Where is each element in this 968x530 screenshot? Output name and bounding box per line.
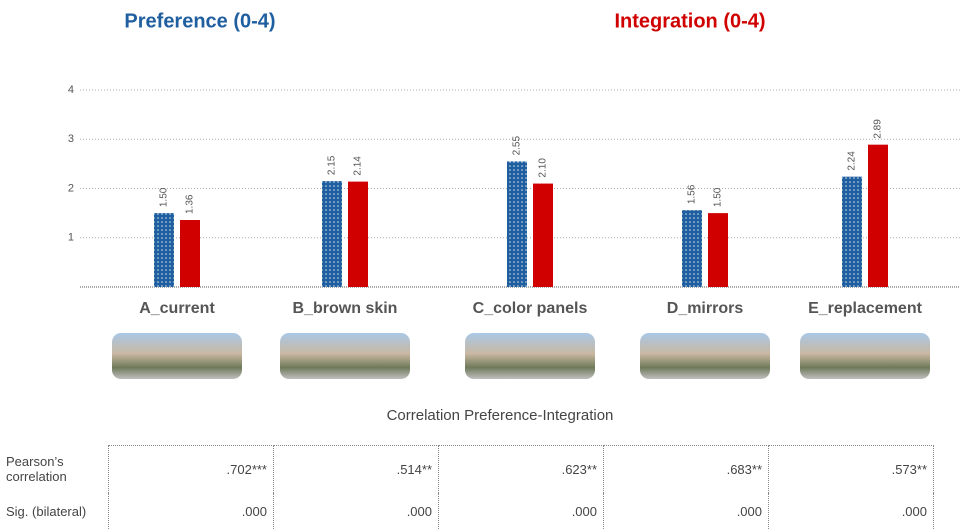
bar [868, 145, 888, 287]
legend-title: Integration (0-4) [614, 10, 765, 32]
bar [322, 181, 342, 287]
correlation-table: Pearson’s correlation.702***.514**.623**… [0, 445, 934, 529]
value-label: 2.24 [847, 151, 858, 171]
row-label: Pearson’s correlation [0, 446, 109, 494]
page: Correlation Preference-Integration Prefe… [0, 0, 968, 530]
value-label: 2.14 [353, 156, 364, 176]
table-cell: .000 [274, 493, 439, 529]
thumbnail [800, 333, 930, 379]
value-label: 1.50 [713, 187, 724, 207]
thumbnail [640, 333, 770, 379]
bar [348, 182, 368, 287]
x-tick-label: D_mirrors [667, 300, 744, 317]
table-cell: .702*** [109, 446, 274, 494]
value-label: 1.50 [159, 187, 170, 207]
table-row: Pearson’s correlation.702***.514**.623**… [0, 446, 934, 494]
bar [708, 213, 728, 287]
table-cell: .623** [439, 446, 604, 494]
value-label: 1.56 [687, 184, 698, 204]
bar [507, 161, 527, 287]
table-title: Correlation Preference-Integration [387, 407, 614, 424]
x-tick-label: B_brown skin [293, 300, 398, 317]
value-label: 2.15 [327, 155, 338, 175]
thumbnail [465, 333, 595, 379]
bar [842, 177, 862, 287]
table-cell: .000 [109, 493, 274, 529]
table-cell: .000 [604, 493, 769, 529]
thumbnail [112, 333, 242, 379]
bar [533, 184, 553, 287]
table-row: Sig. (bilateral).000.000.000.000.000 [0, 493, 934, 529]
x-tick-label: A_current [139, 300, 215, 317]
y-tick-label: 4 [68, 84, 74, 96]
table-cell: .573** [769, 446, 934, 494]
value-label: 2.89 [873, 119, 884, 139]
y-tick-label: 1 [68, 232, 74, 244]
y-tick-label: 3 [68, 133, 74, 145]
chart: Correlation Preference-Integration Prefe… [0, 0, 968, 440]
legend-title: Preference (0-4) [124, 10, 275, 32]
table-cell: .000 [439, 493, 604, 529]
thumbnail [280, 333, 410, 379]
bar [180, 220, 200, 287]
x-tick-label: E_replacement [808, 300, 923, 317]
bar [154, 213, 174, 287]
value-label: 1.36 [185, 194, 196, 214]
bar [682, 210, 702, 287]
value-label: 2.10 [538, 158, 549, 178]
x-tick-label: C_color panels [473, 300, 588, 317]
table-cell: .514** [274, 446, 439, 494]
row-label: Sig. (bilateral) [0, 493, 109, 529]
table-cell: .683** [604, 446, 769, 494]
y-tick-label: 2 [68, 182, 74, 194]
table-cell: .000 [769, 493, 934, 529]
value-label: 2.55 [512, 136, 523, 156]
